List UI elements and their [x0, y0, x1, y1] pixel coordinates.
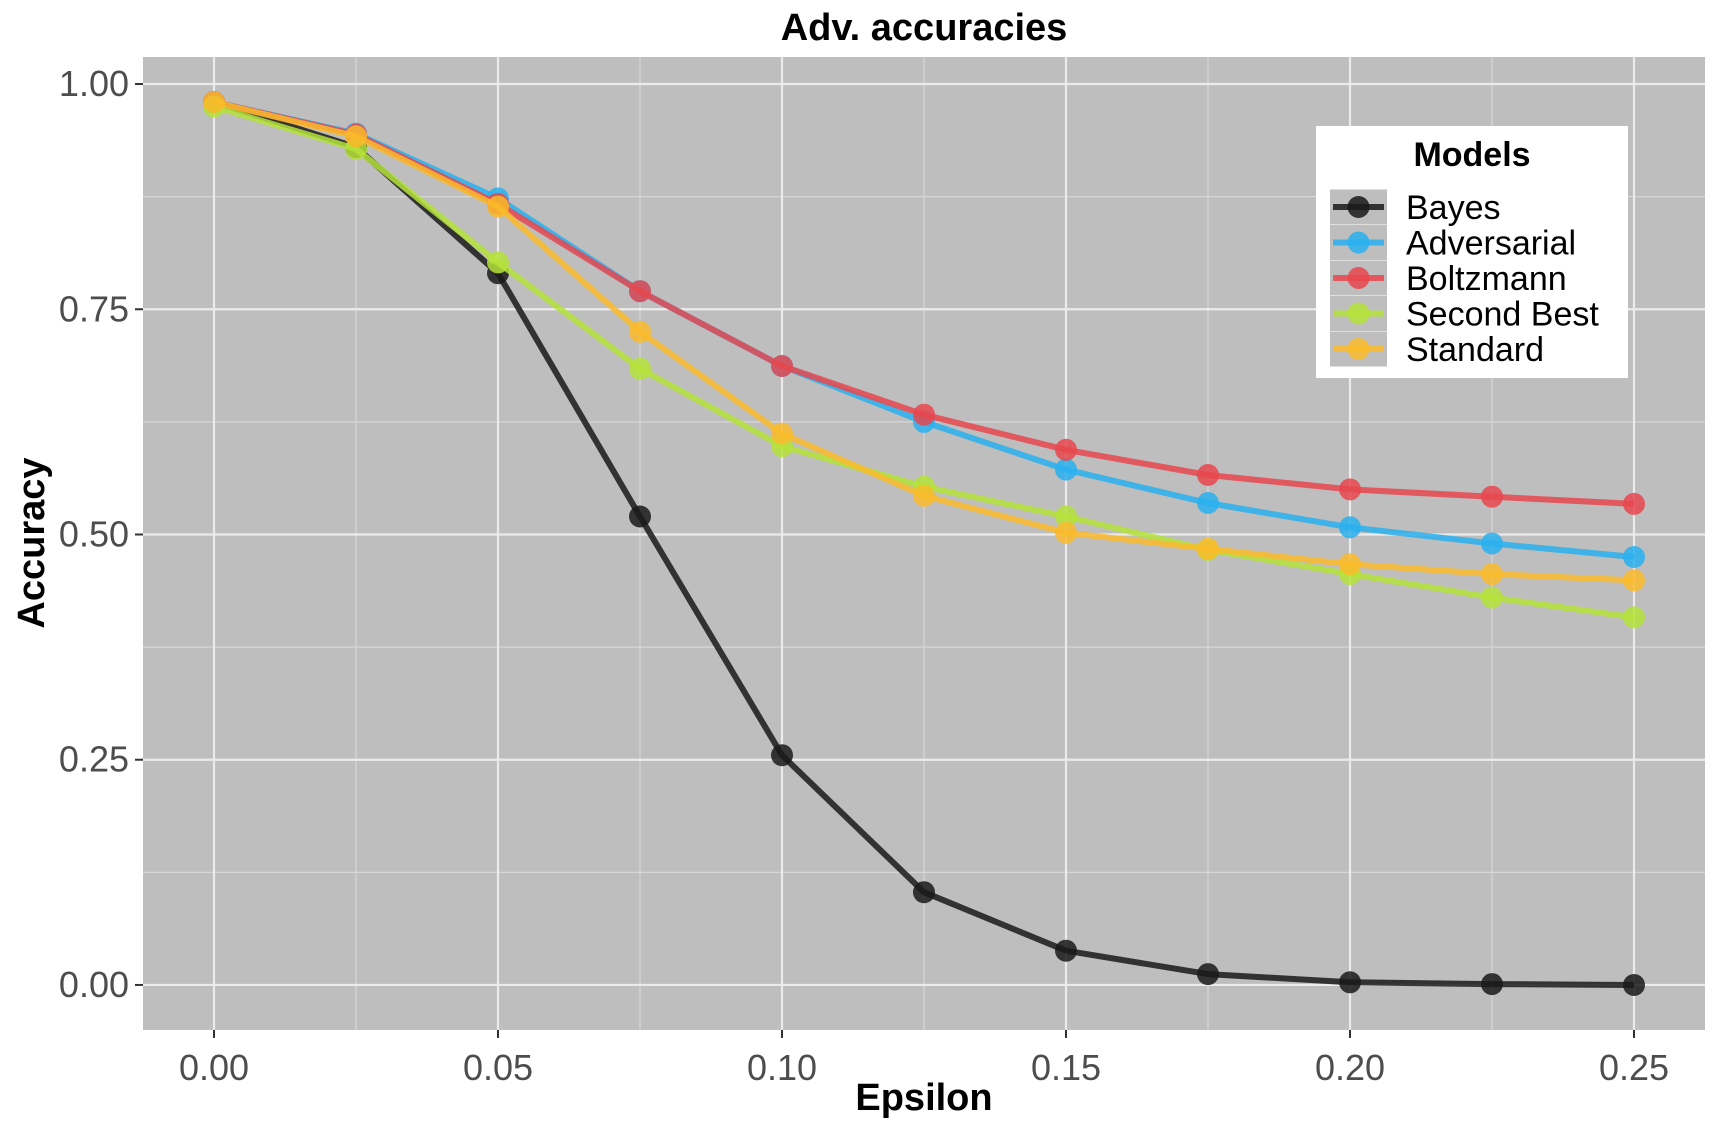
data-point-second-best — [1055, 505, 1077, 528]
data-point-boltzmann — [913, 403, 935, 426]
y-tick-label: 0.00 — [59, 964, 129, 1005]
data-point-standard — [1055, 521, 1077, 544]
data-point-boltzmann — [1623, 492, 1645, 515]
legend-label: Adversarial — [1406, 225, 1576, 263]
data-point-bayes — [1623, 974, 1645, 996]
y-axis-ticks: 0.00 0.25 0.50 0.75 1.00 — [59, 63, 143, 1005]
y-axis-title: Accuracy — [11, 457, 53, 628]
data-point-adversarial — [1623, 546, 1645, 568]
data-point-bayes — [1055, 939, 1077, 962]
x-tick-label: 0.00 — [179, 1047, 249, 1088]
x-axis-title: Epsilon — [855, 1077, 992, 1119]
data-point-second-best — [1481, 586, 1503, 609]
x-tick-label: 0.20 — [1315, 1047, 1385, 1088]
data-point-boltzmann — [1197, 464, 1219, 486]
y-tick-label: 1.00 — [59, 63, 129, 104]
legend-item-boltzmann: Boltzmann — [1330, 260, 1567, 298]
data-point-boltzmann — [1055, 438, 1077, 461]
data-point-adversarial — [1339, 516, 1361, 539]
x-axis-ticks: 0.00 0.05 0.10 0.15 0.20 0.25 — [179, 1030, 1669, 1088]
data-point-standard — [629, 320, 651, 343]
data-point-bayes — [1339, 971, 1361, 994]
data-point-boltzmann — [629, 280, 651, 303]
legend-item-standard: Standard — [1330, 331, 1544, 369]
data-point-second-best — [629, 357, 651, 380]
data-point-boltzmann — [771, 355, 793, 377]
y-tick-label: 0.25 — [59, 739, 129, 780]
data-point-adversarial — [1197, 492, 1219, 514]
data-point-standard — [1197, 537, 1219, 560]
legend-label: Boltzmann — [1406, 260, 1567, 298]
data-point-standard — [203, 91, 225, 113]
legend-key-point — [1347, 302, 1370, 325]
data-point-boltzmann — [1481, 485, 1503, 508]
data-point-bayes — [771, 744, 793, 767]
data-point-bayes — [1197, 963, 1219, 986]
x-tick-label: 0.25 — [1599, 1047, 1669, 1088]
legend-label: Bayes — [1406, 189, 1501, 227]
legend-key-point — [1347, 338, 1370, 360]
chart-title: Adv. accuracies — [781, 7, 1068, 49]
data-point-standard — [345, 125, 367, 148]
data-point-standard — [487, 195, 509, 218]
data-point-boltzmann — [1339, 478, 1361, 501]
y-tick-label: 0.75 — [59, 288, 129, 329]
data-point-bayes — [1481, 973, 1503, 996]
legend-title: Models — [1413, 136, 1530, 174]
data-point-bayes — [629, 505, 651, 528]
data-point-standard — [771, 422, 793, 445]
legend-key-point — [1347, 267, 1370, 289]
series-layer — [203, 91, 1645, 996]
data-point-bayes — [913, 881, 935, 904]
y-tick-label: 0.50 — [59, 513, 129, 554]
data-point-second-best — [1623, 606, 1645, 629]
data-point-adversarial — [1055, 458, 1077, 481]
series-standard — [203, 91, 1645, 592]
legend-item-second-best: Second Best — [1330, 296, 1599, 334]
data-point-standard — [1481, 563, 1503, 586]
data-point-standard — [913, 484, 935, 507]
x-tick-label: 0.10 — [747, 1047, 817, 1088]
data-point-adversarial — [1481, 532, 1503, 555]
data-point-standard — [1623, 569, 1645, 592]
data-point-second-best — [487, 251, 509, 274]
legend-item-bayes: Bayes — [1330, 189, 1501, 227]
x-tick-label: 0.15 — [1031, 1047, 1101, 1088]
legend-key-point — [1347, 231, 1370, 254]
legend-label: Second Best — [1406, 296, 1599, 334]
legend-label: Standard — [1406, 331, 1544, 369]
x-tick-label: 0.05 — [463, 1047, 533, 1088]
data-point-standard — [1339, 553, 1361, 576]
legend-key-point — [1347, 196, 1370, 218]
legend-item-adversarial: Adversarial — [1330, 225, 1576, 263]
